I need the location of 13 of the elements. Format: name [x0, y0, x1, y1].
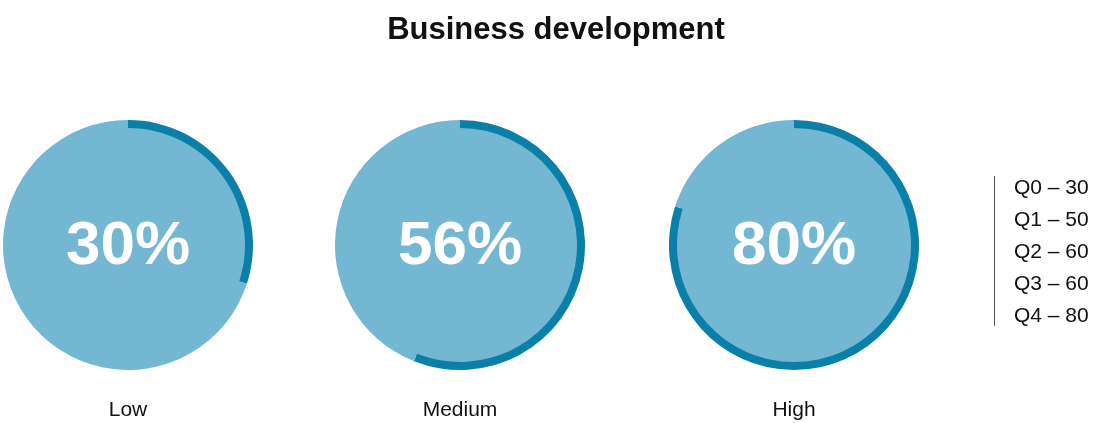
- text: Q1 – 50: [1014, 207, 1089, 230]
- donut-slice: [675, 120, 794, 209]
- text: Q0 – 30: [1014, 175, 1089, 198]
- data-label: 80%: [731, 208, 857, 277]
- text: Medium: [422, 397, 498, 420]
- data-label: 56%: [397, 208, 523, 277]
- text: High: [772, 397, 816, 420]
- text: Q2 – 60: [1014, 239, 1089, 262]
- data-label: 30%: [65, 208, 191, 277]
- text: Q4 – 80: [1014, 303, 1089, 326]
- text: Low: [108, 397, 149, 420]
- text: Business development: [387, 11, 725, 46]
- text: Q3 – 60: [1014, 271, 1089, 294]
